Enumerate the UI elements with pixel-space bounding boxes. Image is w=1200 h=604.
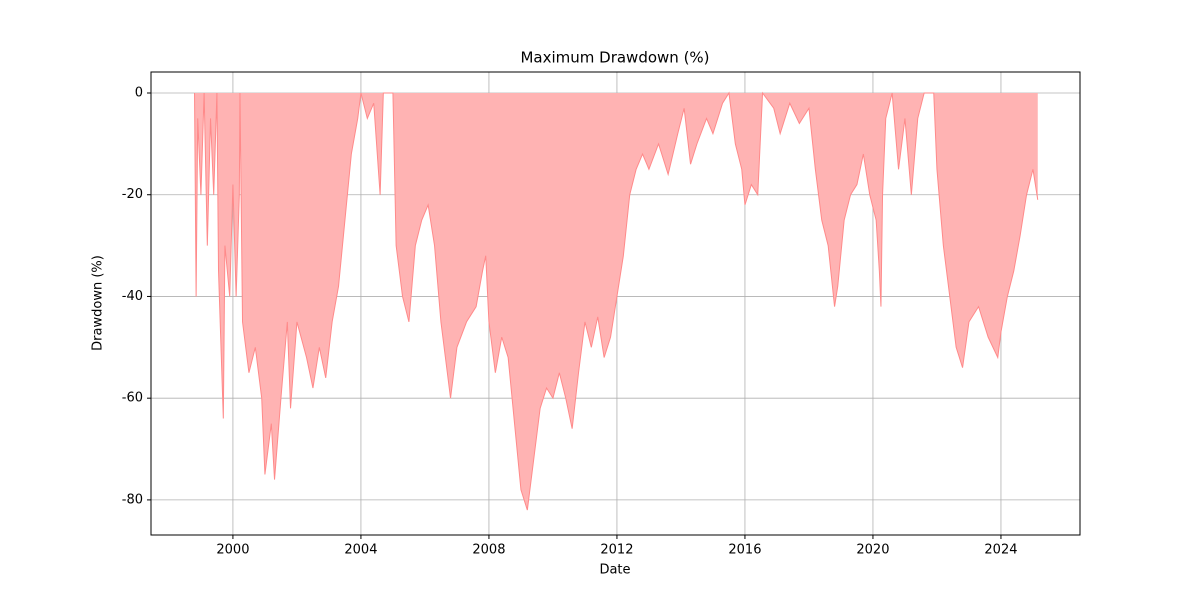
- x-tick-label: 2016: [728, 543, 761, 558]
- x-tick-label: 2000: [216, 543, 249, 558]
- x-tick-label: 2012: [600, 543, 633, 558]
- x-tick-label: 2004: [344, 543, 377, 558]
- y-tick-label: -40: [122, 289, 143, 304]
- x-tick-label: 2008: [472, 543, 505, 558]
- line: [194, 91, 1039, 511]
- plot-frame: [150, 71, 1081, 536]
- y-tick-label: -60: [122, 391, 143, 406]
- y-tick-label: -80: [122, 492, 143, 507]
- x-axis-label: Date: [599, 563, 630, 578]
- y-axis-label: Drawdown (%): [91, 255, 106, 351]
- y-tick-label: -20: [122, 187, 143, 202]
- y-tick-label: 0: [135, 86, 143, 101]
- x-tick-label: 2024: [984, 543, 1017, 558]
- chart-title: Maximum Drawdown (%): [520, 49, 709, 67]
- x-tick-label: 2020: [856, 543, 889, 558]
